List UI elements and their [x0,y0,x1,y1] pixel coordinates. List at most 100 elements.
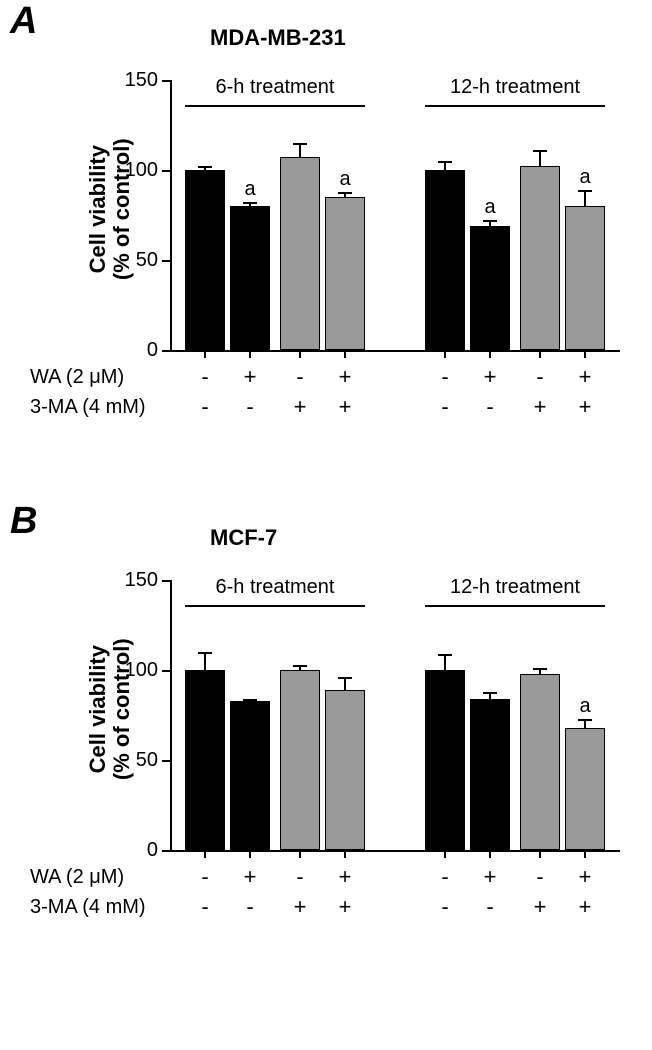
errorbar-cap [483,692,497,694]
treatment-sign: - [433,364,457,390]
bar [425,670,465,850]
errorbar-cap [533,668,547,670]
y-axis [170,80,172,350]
bar [280,157,320,350]
bar [565,728,605,850]
y-tick [162,260,170,262]
errorbar-stem [204,652,206,670]
group-label: 12-h treatment [425,576,605,599]
x-tick [249,850,251,858]
treatment-sign: + [478,864,502,890]
errorbar-cap [533,150,547,152]
group-underline [185,605,365,607]
group-label: 12-h treatment [425,76,605,99]
bar [280,670,320,850]
treatment-sign: + [288,894,312,920]
treatment-sign: - [193,394,217,420]
x-tick [344,850,346,858]
significance-letter: a [480,196,500,219]
treatment-sign: - [478,394,502,420]
treatment-sign: + [333,394,357,420]
treatment-sign: + [573,394,597,420]
x-tick [344,350,346,358]
significance-letter: a [575,695,595,718]
treatment-sign: - [433,394,457,420]
errorbar-stem [584,190,586,206]
y-tick [162,80,170,82]
y-tick-label: 150 [110,569,158,592]
treatment-sign: - [193,364,217,390]
y-tick [162,760,170,762]
y-tick-label: 0 [110,339,158,362]
treatment-sign: - [288,364,312,390]
treatment-sign: - [433,864,457,890]
errorbar-cap [438,654,452,656]
treatment-sign: + [528,394,552,420]
treatment-sign: + [573,364,597,390]
y-axis [170,580,172,850]
x-axis [170,850,620,852]
bar [325,197,365,350]
x-tick [204,850,206,858]
treatment-row-label: WA (2 μM) [30,866,165,889]
x-tick [444,850,446,858]
y-tick-label: 0 [110,839,158,862]
x-tick [539,350,541,358]
y-tick-label: 50 [110,749,158,772]
x-tick [584,850,586,858]
y-tick [162,670,170,672]
bar [185,170,225,350]
y-tick [162,170,170,172]
x-axis [170,350,620,352]
x-tick [299,850,301,858]
treatment-sign: - [528,864,552,890]
x-tick [249,350,251,358]
y-tick-label: 100 [110,659,158,682]
treatment-sign: - [193,894,217,920]
bar [185,670,225,850]
errorbar-cap [338,677,352,679]
y-tick [162,850,170,852]
group-label: 6-h treatment [185,576,365,599]
group-underline [425,605,605,607]
bar [230,206,270,350]
bar [470,699,510,850]
x-tick [299,350,301,358]
chart-title: MCF-7 [210,525,277,551]
treatment-sign: - [238,394,262,420]
errorbar-cap [243,202,257,204]
y-axis-label: Cell viability(% of control) [86,109,134,309]
bar [230,701,270,850]
significance-letter: a [335,168,355,191]
bar [470,226,510,350]
errorbar-cap [243,699,257,701]
errorbar-cap [338,192,352,194]
treatment-sign: - [238,894,262,920]
treatment-sign: - [433,894,457,920]
y-tick [162,350,170,352]
group-underline [425,105,605,107]
errorbar-cap [293,665,307,667]
errorbar-cap [198,652,212,654]
treatment-row-label: 3-MA (4 mM) [30,896,165,919]
treatment-row-label: WA (2 μM) [30,366,165,389]
errorbar-cap [293,143,307,145]
treatment-sign: + [238,864,262,890]
y-tick-label: 100 [110,159,158,182]
x-tick [204,350,206,358]
treatment-sign: + [333,864,357,890]
x-tick [539,850,541,858]
treatment-sign: - [478,894,502,920]
treatment-sign: + [478,364,502,390]
treatment-sign: - [528,364,552,390]
treatment-sign: + [333,364,357,390]
y-tick-label: 150 [110,69,158,92]
y-tick [162,580,170,582]
bar [520,674,560,850]
group-label: 6-h treatment [185,76,365,99]
treatment-row-label: 3-MA (4 mM) [30,396,165,419]
treatment-sign: - [193,864,217,890]
x-tick [584,350,586,358]
errorbar-stem [444,654,446,670]
panel-letter: A [10,0,37,43]
